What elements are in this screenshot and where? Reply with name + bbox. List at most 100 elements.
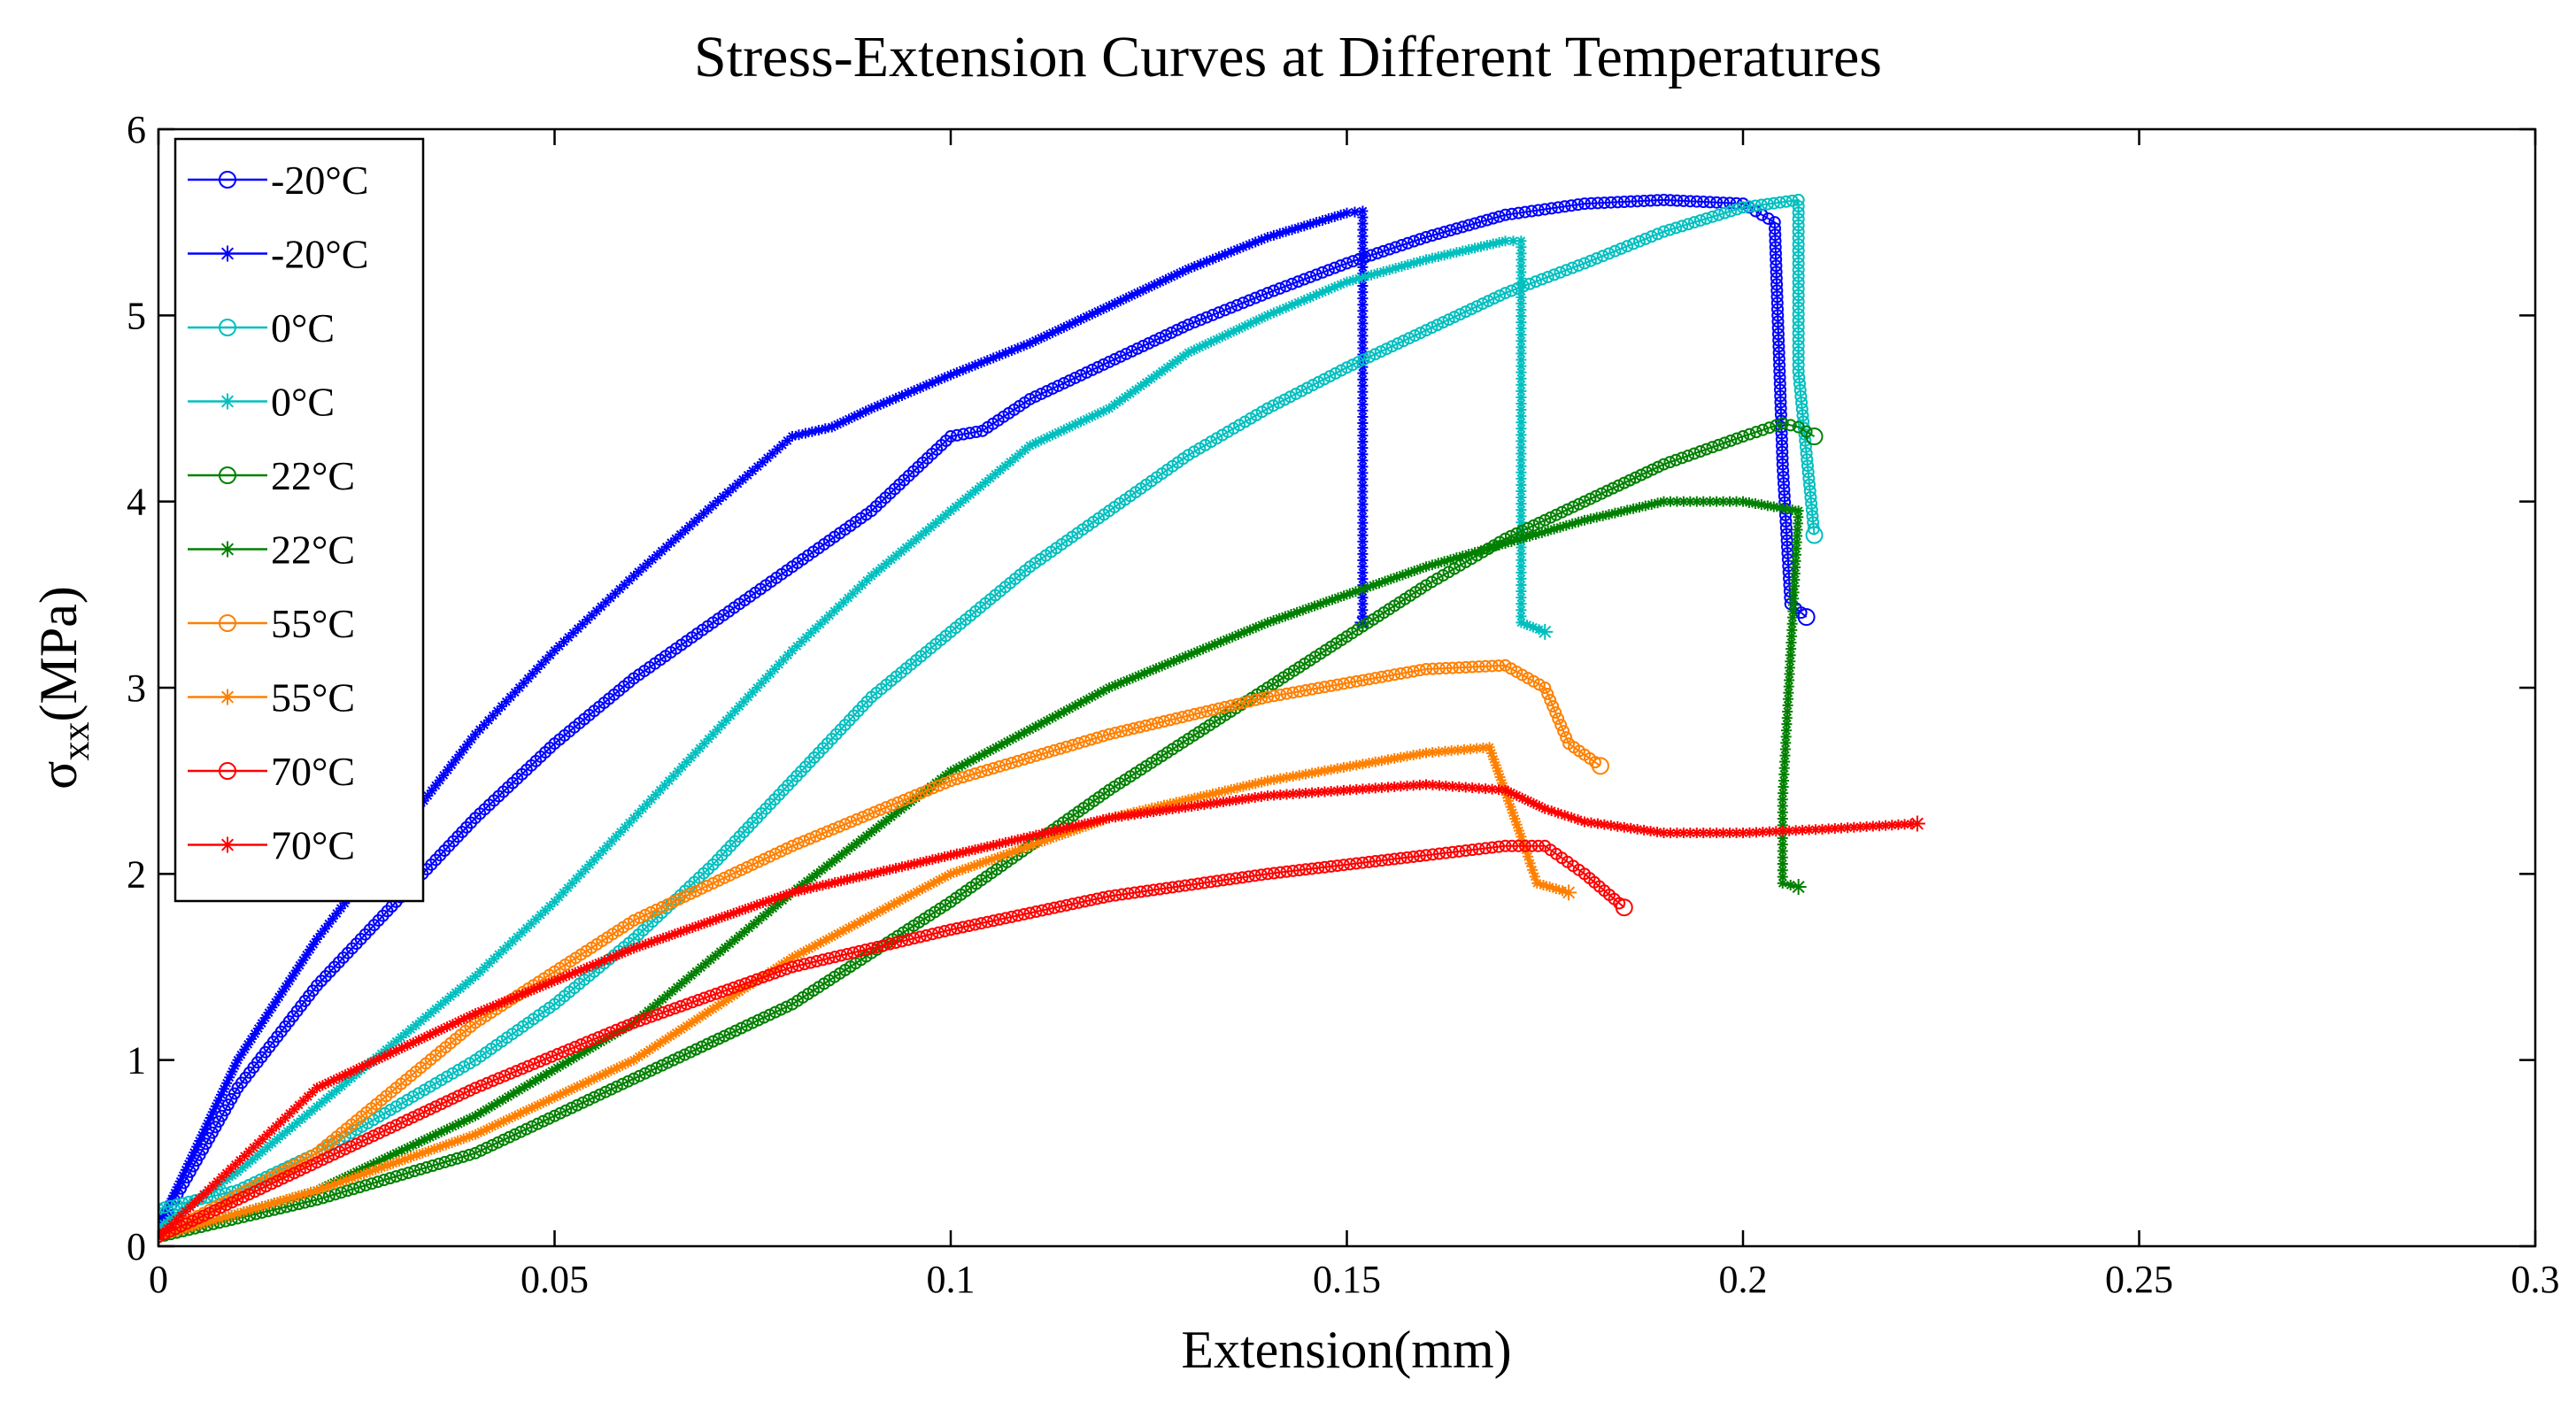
data-point <box>379 1152 390 1164</box>
data-point <box>811 868 822 880</box>
x-tick-label: 0.15 <box>1313 1258 1381 1301</box>
data-point <box>960 493 971 505</box>
data-point <box>1599 819 1610 830</box>
data-point <box>1344 858 1357 871</box>
data-point <box>1185 648 1197 659</box>
data-point <box>481 1104 492 1115</box>
data-point <box>1344 588 1355 599</box>
data-point <box>1516 548 1527 559</box>
data-point <box>1388 852 1401 866</box>
data-point <box>483 958 495 969</box>
data-point <box>508 1128 521 1141</box>
data-point <box>1194 313 1207 327</box>
data-point <box>1043 827 1054 838</box>
data-point <box>727 482 738 494</box>
data-point <box>1076 697 1087 708</box>
data-point <box>1500 537 1511 549</box>
data-point <box>580 1036 593 1049</box>
data-point <box>710 950 721 961</box>
data-point <box>1500 235 1511 247</box>
data-point <box>1262 775 1273 787</box>
data-point <box>1230 697 1244 711</box>
data-point <box>1104 403 1114 414</box>
data-point <box>1724 196 1737 210</box>
data-point <box>158 1210 170 1221</box>
data-point <box>1154 276 1166 288</box>
data-point <box>1778 774 1789 786</box>
data-point <box>1313 786 1324 797</box>
data-point <box>1047 712 1059 723</box>
data-point <box>963 362 975 374</box>
data-point <box>1292 222 1304 234</box>
data-point <box>758 1011 771 1024</box>
data-point <box>1335 279 1346 290</box>
data-point <box>1801 453 1814 466</box>
data-point <box>1005 910 1018 923</box>
data-point <box>821 825 834 838</box>
data-point <box>1792 530 1803 542</box>
data-point <box>908 859 920 870</box>
data-point <box>1357 461 1369 473</box>
data-point <box>1511 819 1523 830</box>
data-point <box>1805 428 1824 446</box>
data-point <box>197 1209 211 1222</box>
data-point <box>1505 787 1516 798</box>
data-point <box>1596 250 1609 263</box>
data-point <box>633 1013 644 1025</box>
data-point <box>1315 266 1329 279</box>
data-point <box>636 803 648 814</box>
legend-item: 55°C <box>188 601 355 646</box>
data-point <box>1873 820 1885 832</box>
data-point <box>871 907 883 919</box>
data-point <box>1250 621 1261 633</box>
data-point <box>1024 724 1036 736</box>
data-point <box>1773 196 1786 209</box>
data-point <box>1625 822 1637 834</box>
data-point <box>202 1118 213 1129</box>
data-point <box>1040 384 1053 397</box>
data-point <box>1777 851 1788 863</box>
data-point <box>1357 212 1369 223</box>
data-point <box>695 962 706 974</box>
data-point <box>1711 828 1723 839</box>
data-point <box>1512 534 1523 545</box>
data-point <box>557 1045 570 1059</box>
data-point <box>1357 480 1369 491</box>
data-point <box>734 930 745 942</box>
data-point <box>1310 268 1323 281</box>
data-point <box>1494 771 1506 782</box>
data-point <box>315 928 327 940</box>
data-point <box>1565 199 1578 212</box>
legend-label: 55°C <box>271 675 355 720</box>
data-point <box>783 650 794 661</box>
data-point <box>1225 783 1237 795</box>
data-point <box>1611 196 1624 209</box>
data-point <box>1516 523 1527 535</box>
data-point <box>1316 215 1328 227</box>
data-point <box>511 991 522 1002</box>
data-point <box>1792 518 1803 529</box>
data-point <box>1516 404 1527 416</box>
data-point <box>1231 782 1243 794</box>
data-point <box>225 1163 236 1175</box>
data-point <box>575 1038 588 1052</box>
data-point <box>478 720 490 731</box>
data-point <box>1005 756 1018 769</box>
data-point <box>563 1043 576 1056</box>
data-point <box>1617 476 1631 489</box>
data-point <box>701 879 714 892</box>
data-point <box>1281 789 1292 800</box>
data-point <box>430 1129 442 1140</box>
data-point <box>423 1103 436 1116</box>
data-point <box>1261 867 1274 881</box>
data-point <box>951 763 962 774</box>
data-point <box>175 1210 187 1221</box>
data-point <box>798 884 810 896</box>
data-point <box>793 429 805 441</box>
data-point <box>1462 219 1476 232</box>
data-point <box>700 958 712 969</box>
data-point <box>359 1168 370 1180</box>
data-point <box>553 891 565 903</box>
data-point <box>208 1204 221 1217</box>
data-point <box>763 850 776 863</box>
